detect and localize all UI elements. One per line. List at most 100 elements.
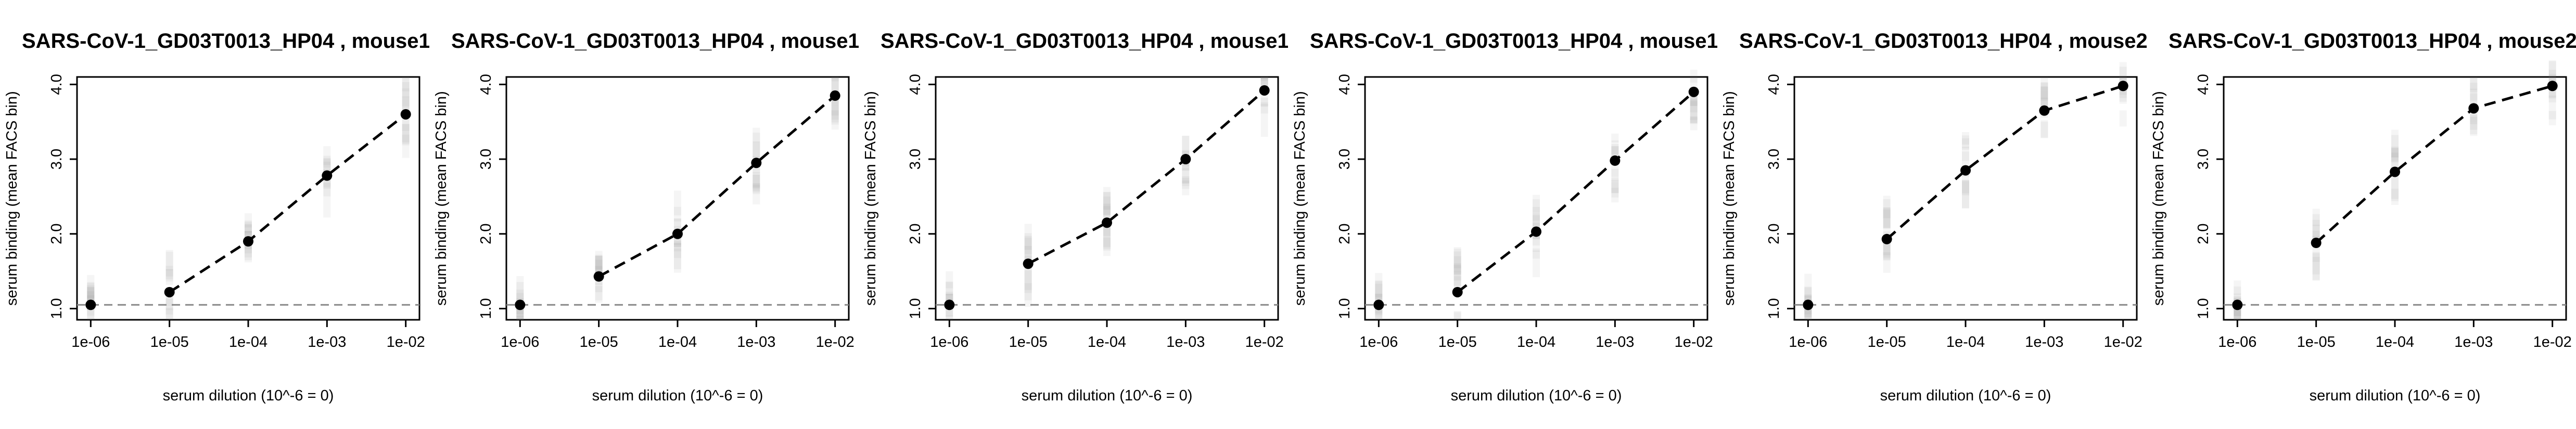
- chart-svg: SARS-CoV-1_GD03T0013_HP04 , mouse1 1e-06 1…: [1292, 30, 1717, 404]
- data-point: [593, 271, 604, 282]
- x-axis-label: serum dilution (10^-6 = 0): [1880, 387, 2051, 404]
- chart-svg: SARS-CoV-1_GD03T0013_HP04 , mouse1 1e-06 1…: [862, 30, 1288, 404]
- y-tick-label: 4.0: [48, 74, 65, 95]
- chart-svg: SARS-CoV-1_GD03T0013_HP04 , mouse2 1e-06 1…: [2150, 30, 2576, 404]
- x-tick-label: 1e-05: [1009, 334, 1048, 350]
- y-tick-label: 3.0: [48, 149, 65, 170]
- data-point: [1960, 165, 1971, 176]
- data-point: [1373, 300, 1384, 310]
- y-tick-label: 2.0: [1336, 224, 1353, 244]
- data-point: [243, 236, 253, 247]
- data-point: [515, 300, 526, 310]
- data-point: [2547, 81, 2558, 92]
- data-point: [751, 158, 762, 168]
- x-tick-label: 1e-03: [1166, 334, 1205, 350]
- y-tick-label: 3.0: [478, 149, 494, 170]
- data-point: [1610, 155, 1621, 166]
- x-tick-label: 1e-06: [1359, 334, 1398, 350]
- x-axis-label: serum dilution (10^-6 = 0): [163, 387, 334, 404]
- data-point: [1452, 287, 1463, 297]
- data-point: [322, 170, 333, 181]
- data-point: [1531, 226, 1541, 237]
- chart-svg: SARS-CoV-1_GD03T0013_HP04 , mouse2 1e-06 1…: [1721, 30, 2147, 404]
- y-tick-label: 1.0: [1766, 298, 1782, 319]
- x-tick-label: 1e-06: [1789, 334, 1827, 350]
- x-tick-label: 1e-06: [2218, 334, 2256, 350]
- chart-svg: SARS-CoV-1_GD03T0013_HP04 , mouse1 1e-06 1…: [4, 30, 429, 404]
- y-tick-label: 4.0: [1766, 74, 1782, 95]
- x-axis-label: serum dilution (10^-6 = 0): [1022, 387, 1193, 404]
- y-axis-label: serum binding (mean FACS bin): [862, 91, 879, 306]
- x-tick-label: 1e-06: [501, 334, 539, 350]
- series-line: [1886, 84, 2124, 240]
- x-tick-label: 1e-05: [150, 334, 189, 350]
- x-tick-label: 1e-05: [1868, 334, 1906, 350]
- x-tick-label: 1e-06: [71, 334, 110, 350]
- x-axis-label: serum dilution (10^-6 = 0): [2310, 387, 2481, 404]
- y-tick-label: 2.0: [1766, 224, 1782, 244]
- x-tick-label: 1e-02: [1675, 334, 1713, 350]
- y-tick-label: 3.0: [1336, 149, 1353, 170]
- series-line: [598, 95, 836, 278]
- data-point: [830, 90, 840, 101]
- y-tick-label: 3.0: [907, 149, 924, 170]
- data-point: [944, 300, 955, 310]
- x-tick-label: 1e-03: [1596, 334, 1634, 350]
- x-tick-label: 1e-04: [1088, 334, 1126, 350]
- y-tick-label: 3.0: [1766, 149, 1782, 170]
- chart-panel: SARS-CoV-1_GD03T0013_HP04 , mouse2 1e-06 1…: [1717, 0, 2147, 429]
- x-tick-label: 1e-02: [2533, 334, 2572, 350]
- y-tick-label: 4.0: [907, 74, 924, 95]
- y-tick-label: 2.0: [48, 224, 65, 244]
- y-axis-label: serum binding (mean FACS bin): [433, 91, 450, 306]
- data-point: [1023, 258, 1034, 269]
- data-point: [2039, 105, 2050, 116]
- chart-panel: SARS-CoV-1_GD03T0013_HP04 , mouse1 1e-06 1…: [859, 0, 1288, 429]
- chart-title: SARS-CoV-1_GD03T0013_HP04 , mouse1: [22, 30, 429, 53]
- series-line: [169, 113, 407, 293]
- x-tick-label: 1e-04: [1946, 334, 1985, 350]
- y-axis-label: serum binding (mean FACS bin): [2150, 91, 2167, 306]
- x-tick-label: 1e-02: [2104, 334, 2143, 350]
- x-tick-label: 1e-05: [2297, 334, 2336, 350]
- x-axis-label: serum dilution (10^-6 = 0): [592, 387, 763, 404]
- chart-title: SARS-CoV-1_GD03T0013_HP04 , mouse1: [1310, 30, 1717, 53]
- x-tick-label: 1e-05: [580, 334, 618, 350]
- data-point: [1688, 86, 1699, 97]
- chart-title: SARS-CoV-1_GD03T0013_HP04 , mouse2: [1739, 30, 2147, 53]
- y-tick-label: 2.0: [907, 224, 924, 244]
- x-tick-label: 1e-04: [229, 334, 267, 350]
- series-line: [2315, 84, 2553, 244]
- x-tick-label: 1e-02: [1245, 334, 1284, 350]
- data-point: [164, 287, 175, 297]
- x-tick-label: 1e-02: [816, 334, 855, 350]
- y-tick-label: 3.0: [2195, 149, 2212, 170]
- chart-title: SARS-CoV-1_GD03T0013_HP04 , mouse1: [881, 30, 1288, 53]
- x-tick-label: 1e-02: [387, 334, 425, 350]
- data-point: [1102, 217, 1112, 228]
- y-tick-label: 2.0: [2195, 224, 2212, 244]
- data-point: [1180, 154, 1191, 165]
- y-tick-label: 4.0: [1336, 74, 1353, 95]
- data-point: [672, 228, 683, 239]
- x-tick-label: 1e-04: [2376, 334, 2414, 350]
- data-point: [2468, 103, 2479, 114]
- x-tick-label: 1e-05: [1438, 334, 1477, 350]
- data-point: [1803, 300, 1814, 310]
- chart-title: SARS-CoV-1_GD03T0013_HP04 , mouse1: [451, 30, 859, 53]
- y-tick-label: 1.0: [907, 298, 924, 319]
- y-tick-label: 1.0: [48, 298, 65, 319]
- data-point: [1881, 233, 1892, 244]
- data-point: [2390, 166, 2400, 177]
- y-tick-label: 4.0: [478, 74, 494, 95]
- data-point: [1259, 85, 1270, 96]
- y-axis-label: serum binding (mean FACS bin): [1292, 91, 1308, 306]
- series-line: [1027, 89, 1266, 265]
- x-tick-label: 1e-04: [658, 334, 697, 350]
- y-tick-label: 2.0: [478, 224, 494, 244]
- data-point: [2118, 81, 2128, 92]
- x-tick-label: 1e-06: [930, 334, 968, 350]
- chart-panel: SARS-CoV-1_GD03T0013_HP04 , mouse1 1e-06 1…: [429, 0, 859, 429]
- chart-svg: SARS-CoV-1_GD03T0013_HP04 , mouse1 1e-06 1…: [433, 30, 859, 404]
- y-tick-label: 1.0: [2195, 298, 2212, 319]
